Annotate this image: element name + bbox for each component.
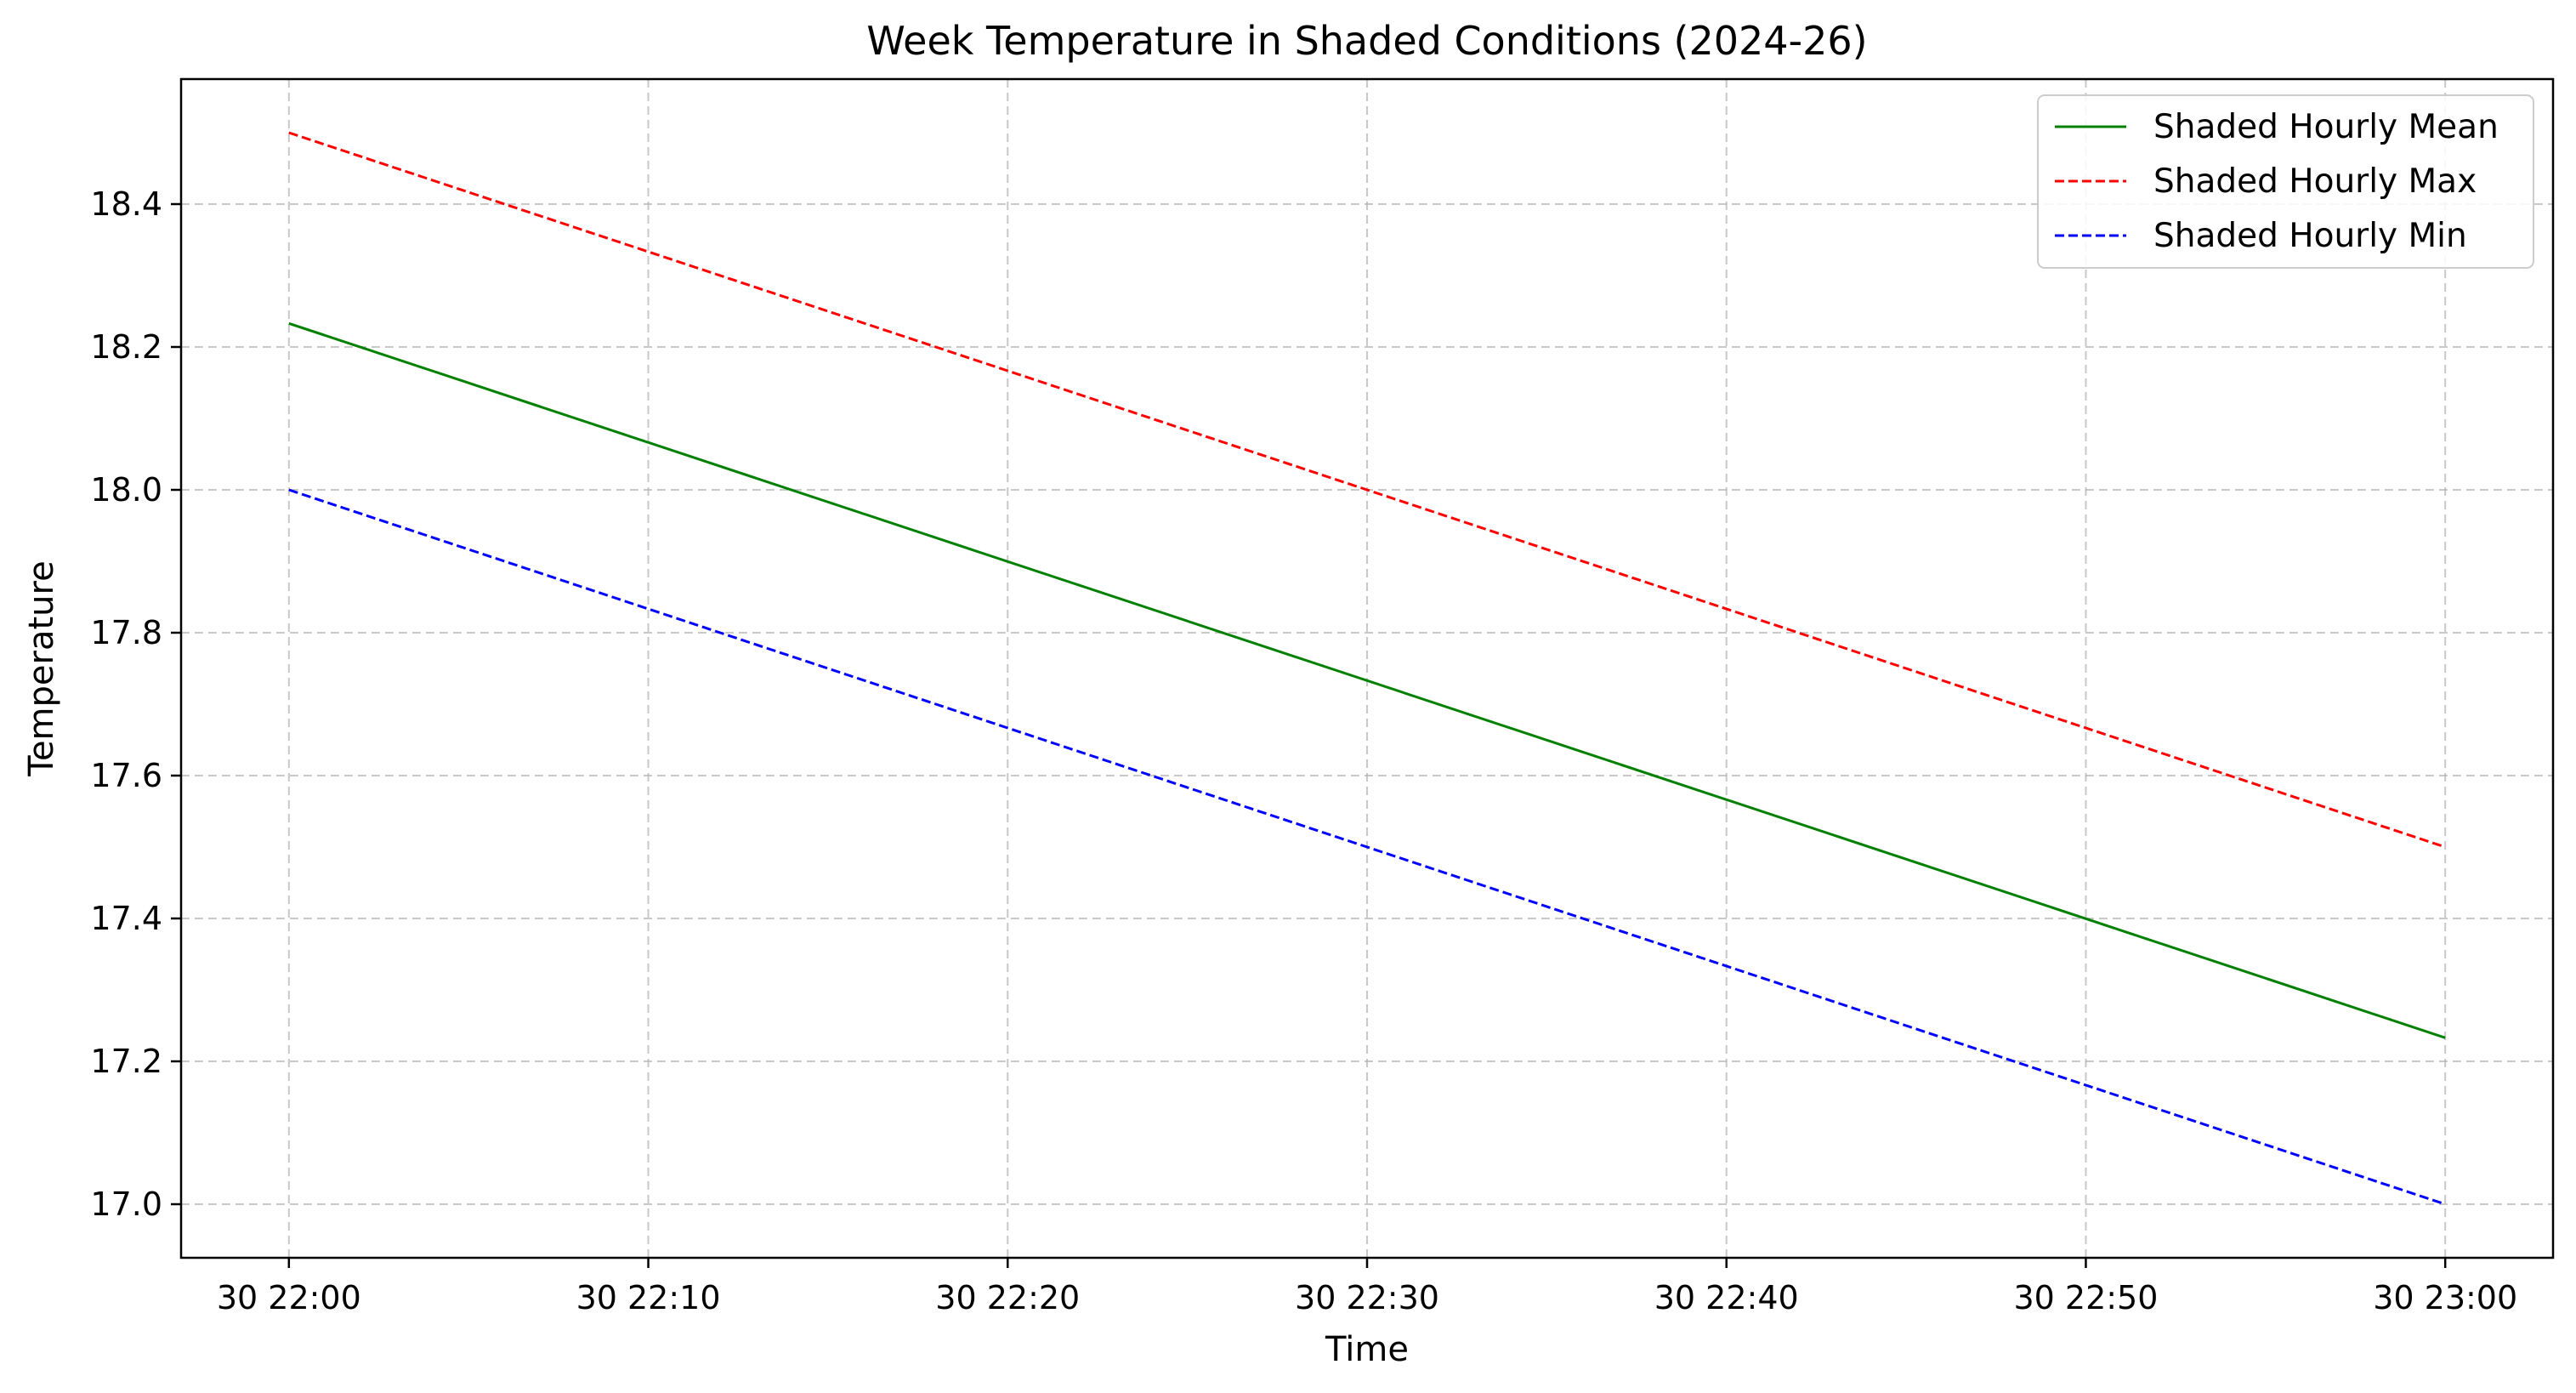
x-tick-label: 30 22:20 [935, 1279, 1080, 1316]
y-tick-label: 17.0 [90, 1185, 162, 1223]
x-tick-label: 30 22:00 [217, 1279, 361, 1316]
y-tick-label: 17.6 [90, 757, 162, 794]
series-line-shaded-hourly-max [288, 131, 2446, 849]
x-tick-label: 30 22:30 [1295, 1279, 1439, 1316]
x-axis-label: Time [1325, 1330, 1409, 1369]
x-tick-label: 30 22:10 [576, 1279, 721, 1316]
legend: Shaded Hourly Mean Shaded Hourly Max Shade… [2037, 94, 2534, 269]
legend-label: Shaded Hourly Mean [2153, 108, 2499, 146]
series-lines [288, 131, 2446, 1206]
y-tick-label: 17.8 [90, 614, 162, 651]
y-tick-label: 17.4 [90, 900, 162, 937]
x-tick-label: 30 22:50 [2013, 1279, 2158, 1316]
legend-label: Shaded Hourly Max [2153, 162, 2477, 201]
grid-lines [181, 79, 2553, 1258]
series-line-shaded-hourly-mean [288, 321, 2446, 1039]
y-tick-label: 18.4 [90, 185, 162, 223]
y-tick-label: 18.0 [90, 471, 162, 509]
legend-label: Shaded Hourly Min [2153, 217, 2467, 255]
y-axis-label: Temperature [22, 560, 61, 776]
axis-ticks: 30 22:00 30 22:10 30 22:20 30 22:30 30 22:40… [90, 185, 2517, 1316]
chart-title: Week Temperature in Shaded Conditions (2… [866, 18, 1867, 64]
legend-box [2037, 94, 2534, 269]
y-tick-label: 18.2 [90, 328, 162, 366]
x-tick-label: 30 22:40 [1654, 1279, 1799, 1316]
x-tick-label: 30 23:00 [2373, 1279, 2517, 1316]
y-tick-label: 17.2 [90, 1043, 162, 1080]
series-line-shaded-hourly-min [288, 488, 2446, 1206]
